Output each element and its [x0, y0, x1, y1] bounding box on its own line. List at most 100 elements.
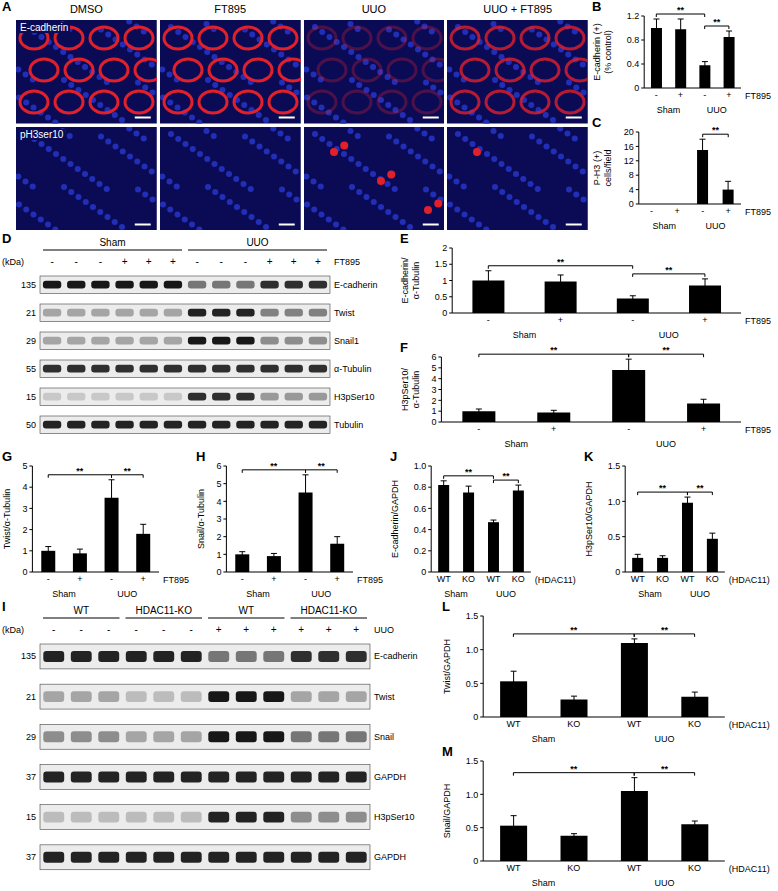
svg-text:KO: KO — [656, 574, 669, 584]
svg-text:GAPDH: GAPDH — [374, 772, 406, 782]
svg-text:**: ** — [712, 125, 720, 135]
svg-text:1.0: 1.0 — [466, 645, 479, 655]
svg-text:FT895: FT895 — [357, 575, 383, 585]
svg-text:WT: WT — [506, 863, 520, 873]
svg-text:**: ** — [270, 461, 278, 471]
svg-text:+: + — [335, 574, 340, 584]
svg-text:**: ** — [663, 345, 671, 355]
svg-text:**: ** — [696, 483, 704, 493]
svg-text:37: 37 — [26, 772, 36, 782]
svg-text:21: 21 — [26, 692, 36, 702]
svg-text:**: ** — [465, 467, 473, 477]
svg-text:KO: KO — [462, 574, 475, 584]
svg-text:+: + — [216, 624, 222, 635]
svg-text:1.5: 1.5 — [466, 756, 479, 766]
svg-text:Twist: Twist — [374, 692, 395, 702]
svg-text:WT: WT — [631, 574, 645, 584]
svg-text:**: ** — [557, 257, 565, 267]
svg-text:E-cadherin/GAPDH: E-cadherin/GAPDH — [390, 480, 400, 558]
svg-text:KO: KO — [688, 863, 701, 873]
svg-text:**: ** — [502, 471, 510, 481]
svg-text:Sham: Sham — [653, 221, 677, 231]
svg-text:135: 135 — [21, 280, 36, 290]
svg-text:29: 29 — [26, 336, 36, 346]
svg-text:KO: KO — [567, 719, 580, 729]
svg-text:WT: WT — [627, 863, 641, 873]
svg-text:-: - — [631, 315, 634, 325]
svg-text:UUO: UUO — [496, 589, 516, 599]
svg-text:1.5: 1.5 — [466, 611, 479, 621]
svg-text:**: ** — [661, 625, 669, 635]
svg-text:-: - — [487, 315, 490, 325]
svg-text:1.0: 1.0 — [466, 790, 479, 800]
svg-text:Tubulin: Tubulin — [334, 420, 363, 430]
svg-text:**: ** — [665, 265, 673, 275]
svg-text:8: 8 — [629, 170, 634, 180]
svg-text:**: ** — [570, 625, 578, 635]
svg-text:Twist/α-Tubulin: Twist/α-Tubulin — [2, 489, 12, 549]
svg-text:12: 12 — [624, 156, 634, 166]
svg-text:(HDAC11): (HDAC11) — [729, 864, 770, 874]
svg-text:-: - — [627, 424, 630, 434]
svg-text:+: + — [271, 624, 277, 635]
svg-text:29: 29 — [26, 732, 36, 742]
svg-text:**: ** — [661, 764, 669, 774]
svg-text:1: 1 — [442, 276, 447, 286]
svg-text:0.5: 0.5 — [608, 532, 621, 542]
svg-text:15: 15 — [26, 392, 36, 402]
svg-text:1: 1 — [216, 550, 221, 560]
svg-text:Sham: Sham — [638, 589, 662, 599]
svg-text:-: - — [244, 256, 247, 267]
svg-text:1.0: 1.0 — [608, 497, 621, 507]
svg-text:UUO: UUO — [690, 589, 710, 599]
svg-text:+: + — [271, 574, 276, 584]
svg-text:Sham: Sham — [657, 105, 681, 115]
svg-text:0.5: 0.5 — [435, 292, 448, 302]
svg-text:4: 4 — [216, 497, 221, 507]
svg-text:+: + — [141, 574, 146, 584]
svg-text:**: ** — [76, 466, 84, 476]
svg-text:0: 0 — [473, 712, 478, 722]
svg-text:50: 50 — [26, 420, 36, 430]
svg-text:0.5: 0.5 — [466, 823, 479, 833]
svg-text:+: + — [702, 315, 707, 325]
svg-text:20: 20 — [624, 127, 634, 137]
svg-text:**: ** — [659, 483, 667, 493]
svg-text:WT: WT — [238, 605, 254, 616]
svg-text:+: + — [267, 256, 273, 267]
svg-text:1.5: 1.5 — [435, 259, 448, 269]
svg-text:+: + — [122, 256, 128, 267]
svg-text:Sham: Sham — [532, 878, 556, 888]
svg-text:KO: KO — [512, 574, 525, 584]
svg-text:Snail/α-Tubulin: Snail/α-Tubulin — [196, 489, 206, 549]
svg-text:-: - — [47, 574, 50, 584]
svg-text:HDAC11-KO: HDAC11-KO — [301, 605, 358, 616]
svg-text:-: - — [655, 90, 658, 100]
svg-text:2: 2 — [431, 396, 436, 406]
svg-text:**: ** — [570, 764, 578, 774]
svg-text:(% control): (% control) — [603, 30, 613, 74]
svg-text:WT: WT — [680, 574, 694, 584]
svg-text:KO: KO — [567, 863, 580, 873]
svg-text:-: - — [99, 256, 102, 267]
svg-text:H3pSer10/GAPDH: H3pSer10/GAPDH — [584, 481, 594, 556]
svg-text:Twist/GAPDH: Twist/GAPDH — [442, 639, 452, 694]
svg-text:5: 5 — [22, 461, 27, 471]
svg-text:H3pSer10: H3pSer10 — [334, 392, 375, 402]
svg-text:(HDAC11): (HDAC11) — [535, 575, 576, 585]
svg-text:Sham: Sham — [513, 330, 537, 340]
svg-text:4: 4 — [22, 482, 27, 492]
svg-text:0.4: 0.4 — [414, 525, 427, 535]
svg-text:+: + — [701, 424, 706, 434]
svg-text:0.4: 0.4 — [627, 59, 640, 69]
svg-text:21: 21 — [26, 308, 36, 318]
svg-text:+: + — [291, 256, 297, 267]
svg-text:0.2: 0.2 — [414, 546, 427, 556]
svg-text:16: 16 — [624, 142, 634, 152]
svg-text:-: - — [190, 624, 193, 635]
svg-text:0.8: 0.8 — [414, 482, 427, 492]
svg-text:-: - — [701, 206, 704, 216]
svg-text:FT895: FT895 — [745, 316, 771, 326]
svg-text:FT895: FT895 — [745, 425, 771, 435]
svg-text:37: 37 — [26, 852, 36, 862]
